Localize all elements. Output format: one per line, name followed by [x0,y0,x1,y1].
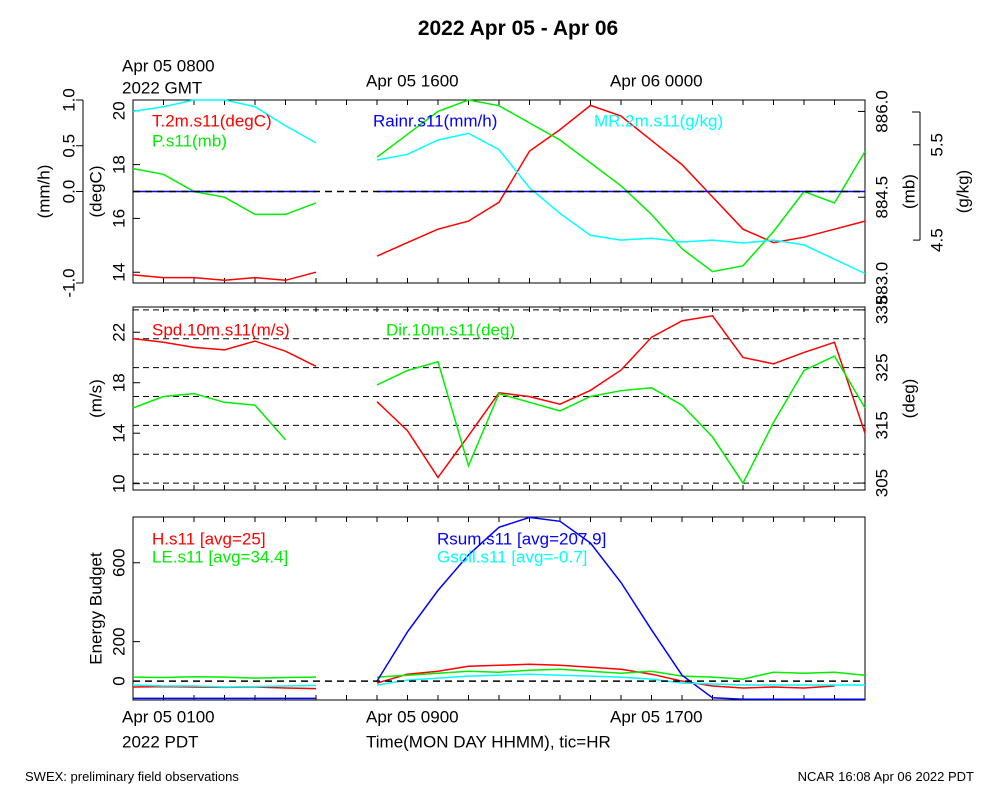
top-x-tick-label: Apr 05 0800 [122,56,215,75]
y-tick-label: 884.5 [872,176,891,219]
series-line [132,104,866,282]
legend-entry: Gsoil.s11 [avg=-0.7] [437,547,587,566]
x-axis-label: Time(MON DAY HHMM), tic=HR [366,732,611,751]
y-tick-label: 14 [109,263,128,282]
series-line [132,673,865,688]
y-axis-label: (deg) [899,379,918,419]
legend-entry: H.s11 [avg=25] [152,529,266,548]
legend-entry: MR.2m.s11(g/kg) [594,111,723,130]
series-line [132,314,866,479]
x-axis-sublabel: 2022 PDT [122,732,199,751]
series-line [132,355,866,485]
legend-entry: Rsum.s11 [avg=207.9] [437,529,606,548]
y-axis-label: (m/s) [86,379,105,418]
y-axis-label: Energy Budget [86,552,105,665]
y-tick-label: 305 [872,469,891,497]
y-tick-label: 335 [872,296,891,324]
y-tick-label: 0.5 [59,134,78,158]
chart-title: 2022 Apr 05 - Apr 06 [418,17,618,40]
y-tick-label: 200 [109,627,128,655]
legend-entry: Dir.10m.s11(deg) [386,320,515,339]
y-axis-label: (g/kg) [953,170,972,213]
y-tick-label: 4.5 [927,228,946,252]
top-x-axis-label: 2022 GMT [122,78,202,97]
y-tick-label: 16 [109,209,128,228]
footer-right: NCAR 16:08 Apr 06 2022 PDT [798,769,974,784]
top-x-tick-label: Apr 05 1600 [366,71,459,90]
y-tick-label: 325 [872,353,891,381]
y-axis-label: (mb) [899,174,918,209]
y-axis-label: (degC) [86,166,105,218]
y-tick-label: 18 [109,155,128,174]
y-tick-label: 1.0 [59,88,78,112]
top-x-tick-label: Apr 06 0000 [610,71,703,90]
series-line [132,99,866,275]
y-tick-label: 10 [109,474,128,493]
series-line [132,99,866,273]
legend-entry: Rainr.s11(mm/h) [373,111,497,130]
series-line [132,668,866,680]
legend-entry: T.2m.s11(degC) [152,111,272,130]
legend-entry: P.s11(mb) [152,131,227,150]
legend-entry: LE.s11 [avg=34.4] [152,547,288,566]
y-tick-label: 315 [872,411,891,439]
x-tick-label: Apr 05 1700 [610,707,703,726]
y-tick-label: 0.0 [59,180,78,204]
y-tick-label: -1.0 [59,268,78,297]
y-axis-label: (mm/h) [34,165,53,219]
y-tick-label: 14 [109,424,128,443]
y-tick-label: 600 [109,549,128,577]
series-line [133,516,865,700]
y-tick-label: 0 [109,676,128,685]
legend-entry: Spd.10m.s11(m/s) [152,320,290,339]
y-tick-label: 18 [109,373,128,392]
x-tick-label: Apr 05 0900 [366,707,459,726]
footer-left: SWEX: preliminary field observations [25,769,239,784]
y-tick-label: 22 [109,323,128,342]
x-tick-label: Apr 05 0100 [122,707,215,726]
y-tick-label: 20 [109,101,128,120]
y-tick-label: 886.0 [872,90,891,133]
y-tick-label: 5.5 [927,133,946,157]
y-tick-label: 883.0 [872,262,891,305]
